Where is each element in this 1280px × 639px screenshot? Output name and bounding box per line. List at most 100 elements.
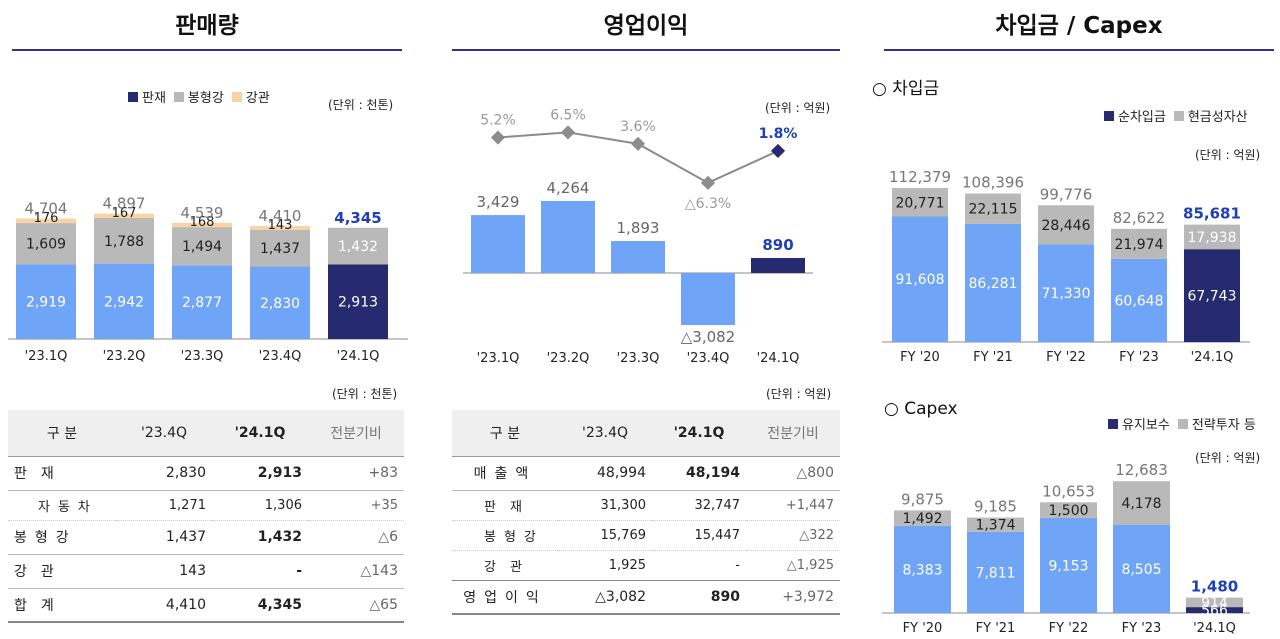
- data-label-margin: 1.8%: [759, 126, 798, 142]
- row-diff: △143: [308, 554, 404, 589]
- x-tick-label: '23.3Q: [617, 351, 660, 366]
- bar-net-debt: [892, 216, 948, 342]
- data-label-op: △3,082: [681, 328, 735, 346]
- data-label-total: 108,396: [962, 173, 1024, 191]
- data-label-total: 1,480: [1191, 578, 1238, 596]
- capex-chart-unit: (단위 : 억원): [1195, 451, 1261, 465]
- x-tick-label: FY '23: [1119, 350, 1159, 365]
- data-label-pipe: 167: [112, 206, 137, 221]
- debt-title-underline: [884, 49, 1274, 51]
- capex-subtitle: ○ Capex: [884, 399, 958, 419]
- data-label-net-debt: 91,608: [896, 272, 945, 288]
- data-label-op: 1,893: [617, 219, 660, 237]
- data-label-total: 12,683: [1115, 461, 1168, 479]
- bar-pipe: [172, 222, 232, 228]
- data-label-plate: 2,913: [338, 295, 378, 311]
- bar-maintenance: [1186, 607, 1243, 613]
- data-label-margin: 5.2%: [480, 113, 516, 129]
- data-label-total: 82,622: [1113, 209, 1166, 227]
- x-tick-label: '23.1Q: [477, 351, 520, 366]
- row-cur: 48,194: [652, 456, 746, 491]
- row-cur: 1,306: [212, 490, 308, 521]
- table-header-row: 구 분 '23.4Q '24.1Q 전분기비: [452, 410, 840, 457]
- x-tick-label: '23.4Q: [259, 349, 302, 364]
- data-label-total: 9,875: [901, 490, 944, 508]
- bar-strategic: [967, 517, 1024, 532]
- row-diff: +35: [308, 490, 404, 521]
- data-label-plate: 2,877: [182, 295, 222, 311]
- margin-marker: [700, 175, 716, 190]
- row-diff: +3,972: [746, 579, 840, 615]
- x-tick-label: FY '21: [973, 350, 1013, 365]
- data-label-pipe: 143: [268, 218, 293, 233]
- x-tick-label: '23.2Q: [547, 351, 590, 366]
- header-prev-quarter: '23.4Q: [116, 410, 212, 457]
- bar-op-profit: [611, 241, 665, 273]
- data-label-op: 890: [762, 236, 793, 254]
- debt-subtitle: ○ 차입금: [872, 79, 940, 99]
- bar-cash: [1111, 228, 1167, 259]
- row-cur: 15,447: [652, 520, 746, 551]
- row-diff: +1,447: [746, 490, 840, 521]
- bar-pipe: [94, 213, 154, 218]
- bar-op-profit: [681, 273, 735, 326]
- bar-strategic: [894, 510, 951, 526]
- bar-strategic: [1186, 597, 1243, 608]
- x-tick-label: FY '23: [1122, 621, 1162, 636]
- data-label-op: 4,264: [547, 179, 590, 197]
- bar-net-debt: [1184, 249, 1240, 342]
- row-diff: △1,925: [746, 550, 840, 581]
- sales-title-underline: [12, 49, 402, 51]
- header-category: 구 분: [452, 410, 558, 457]
- bar-section: [16, 223, 76, 265]
- data-label-cash: 21,974: [1115, 237, 1164, 253]
- row-label: 자동차: [8, 490, 116, 521]
- op-table: 구 분 '23.4Q '24.1Q 전분기비 매출액 48,994 48,194…: [452, 410, 840, 615]
- bar-section: [172, 227, 232, 266]
- margin-marker: [490, 130, 506, 145]
- row-prev: 48,994: [558, 456, 652, 491]
- row-label: 판재: [452, 490, 558, 521]
- bar-cash: [1184, 224, 1240, 250]
- row-cur: 890: [652, 579, 746, 615]
- x-tick-label: '23.3Q: [181, 349, 224, 364]
- data-label-total: 4,345: [334, 209, 381, 227]
- data-label-total: 4,897: [103, 195, 146, 213]
- data-label-strategic: 1,374: [975, 518, 1015, 534]
- data-label-pipe: 176: [34, 211, 59, 226]
- sales-chart-unit: (단위 : 천톤): [328, 98, 394, 112]
- data-label-strategic: 1,500: [1048, 503, 1088, 519]
- row-label: 영업이익: [452, 579, 558, 615]
- legend-label-plate: 판재: [142, 91, 166, 106]
- table-row: 영업이익 △3,082 890 +3,972: [452, 579, 840, 615]
- row-diff: +83: [308, 456, 404, 491]
- capex-legend: 유지보수 전략투자 등: [1108, 414, 1256, 433]
- data-label-margin: △6.3%: [685, 196, 731, 212]
- data-label-plate: 2,830: [260, 296, 300, 312]
- x-tick-label: FY '20: [903, 621, 943, 636]
- legend-label-net-debt: 순차입금: [1118, 110, 1166, 125]
- bar-op-profit: [751, 257, 805, 273]
- row-diff: △800: [746, 456, 840, 491]
- header-category: 구 분: [8, 410, 116, 457]
- row-prev: 31,300: [558, 490, 652, 521]
- bar-cash: [1038, 205, 1094, 245]
- debt-legend: 순차입금 현금성자산: [1104, 106, 1248, 125]
- bar-section: [328, 227, 388, 265]
- bar-net-debt: [1038, 244, 1094, 342]
- bar-maintenance: [1113, 524, 1170, 613]
- table-row: 판재 2,830 2,913 +83: [8, 456, 404, 491]
- data-label-margin: 6.5%: [550, 107, 586, 123]
- bar-plate: [94, 263, 154, 339]
- bar-section: [250, 229, 310, 267]
- data-label-net-debt: 71,330: [1042, 286, 1091, 302]
- op-chart-unit: (단위 : 억원): [765, 101, 831, 115]
- bar-plate: [172, 265, 232, 339]
- row-label: 봉형강: [452, 520, 558, 551]
- data-label-cash: 20,771: [896, 195, 945, 211]
- legend-label-bar: 봉형강: [187, 91, 224, 106]
- data-label-margin: 3.6%: [620, 119, 656, 135]
- x-tick-label: '23.1Q: [25, 349, 68, 364]
- data-label-total: 112,379: [889, 168, 951, 186]
- data-label-pipe: 168: [190, 215, 215, 230]
